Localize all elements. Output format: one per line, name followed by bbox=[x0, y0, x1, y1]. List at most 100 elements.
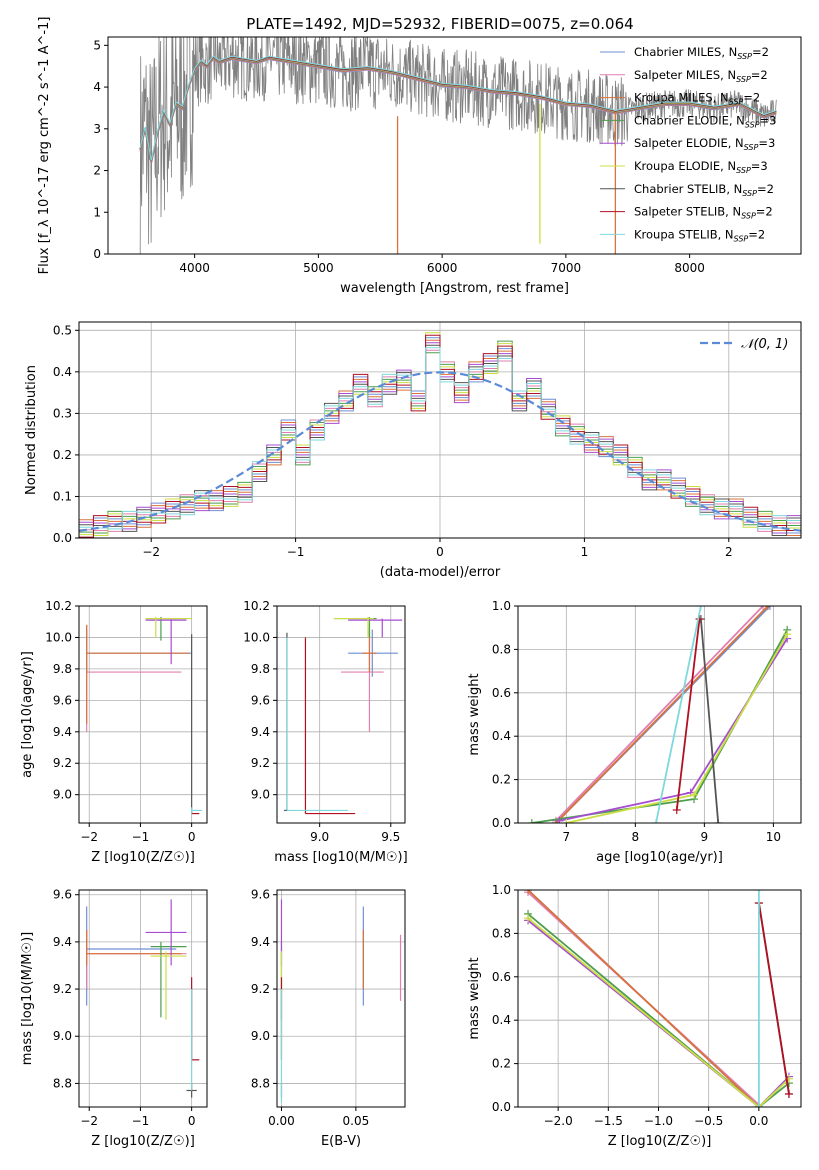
panel-mass_weight_vs_age: 7 8 9 10 0.0 0.2 0.4 0.6 0.8 1.0 age [log10(age/yr… bbox=[467, 599, 802, 865]
y-tick-label: 4 bbox=[93, 80, 101, 94]
y-tick-label: 8.8 bbox=[251, 1076, 270, 1090]
axis-label: mass weight bbox=[467, 673, 482, 755]
y-tick-label: 9.8 bbox=[53, 662, 72, 676]
y-tick-label: 9.0 bbox=[251, 1029, 270, 1043]
axis-label: wavelength [Angstrom, rest frame] bbox=[340, 281, 569, 296]
x-tick-label: 5000 bbox=[303, 261, 334, 275]
legend-label: 𝒩(0, 1) bbox=[741, 337, 788, 352]
x-tick-label: −2.0 bbox=[544, 1114, 573, 1128]
x-tick-label: 8000 bbox=[674, 261, 705, 275]
panel-age_vs_z: −2 −1 0 9.0 9.2 9.4 9.6 9.8 10.0 10.2 Z [log10(Z/Z… bbox=[20, 599, 208, 865]
model-curve-kroupa_stelib bbox=[139, 55, 777, 161]
x-tick-label: −1 bbox=[132, 1114, 150, 1128]
y-tick-label: 9.4 bbox=[251, 725, 270, 739]
panel-age_vs_mass: 9.0 9.5 9.0 9.2 9.4 9.6 9.8 10.0 10.2 mass [log10… bbox=[243, 599, 407, 865]
y-tick-label: 0.4 bbox=[492, 729, 511, 743]
x-tick-label: 0 bbox=[436, 545, 444, 559]
legend-label: Kroupa STELIB, NSSP=2 bbox=[634, 227, 765, 243]
axis-label: mass [log10(M/M☉)] bbox=[20, 932, 35, 1065]
y-tick-label: 9.4 bbox=[53, 935, 72, 949]
y-tick-label: 0.2 bbox=[492, 1057, 511, 1071]
x-tick-label: −1.5 bbox=[594, 1114, 623, 1128]
x-tick-label: −2 bbox=[80, 1114, 98, 1128]
y-tick-label: 9.2 bbox=[53, 982, 72, 996]
weight-line-kroupa_stelib bbox=[655, 606, 702, 823]
legend-label: Salpeter STELIB, NSSP=2 bbox=[634, 205, 773, 221]
weight-line-salpeter_elodie bbox=[559, 638, 788, 822]
y-tick-label: 0.6 bbox=[492, 970, 511, 984]
y-tick-label: 10.0 bbox=[243, 630, 270, 644]
y-tick-label: 0 bbox=[93, 247, 101, 261]
legend: Chabrier MILES, NSSP=2 Salpeter MILES, NS… bbox=[600, 45, 776, 243]
x-tick-label: −1 bbox=[132, 830, 150, 844]
y-tick-label: 9.0 bbox=[53, 1029, 72, 1043]
plot-area bbox=[280, 899, 402, 1103]
plot-area bbox=[527, 606, 792, 823]
y-tick-label: 0.8 bbox=[492, 642, 511, 656]
y-tick-label: 9.2 bbox=[251, 756, 270, 770]
y-tick-label: 0.0 bbox=[492, 816, 511, 830]
x-tick-label: 9.5 bbox=[381, 830, 400, 844]
histogram-kroupa_stelib bbox=[79, 347, 801, 530]
y-tick-label: 0.8 bbox=[492, 926, 511, 940]
axes-frame bbox=[78, 889, 208, 1108]
y-tick-label: 9.6 bbox=[251, 888, 270, 902]
weight-line-chabrier_elodie bbox=[527, 913, 790, 1107]
y-tick-label: 9.2 bbox=[53, 756, 72, 770]
axis-label: Z [log10(Z/Z☉)] bbox=[608, 1134, 712, 1149]
x-tick-label: 0 bbox=[188, 1114, 196, 1128]
y-tick-label: 0.2 bbox=[53, 448, 72, 462]
panel-residuals: −2 −1 0 1 2 0.0 0.1 0.2 0.3 0.4 0.5 (data-model)/er… bbox=[24, 321, 802, 580]
axis-label: mass [log10(M/M☉)] bbox=[274, 850, 407, 865]
x-tick-label: −0.5 bbox=[694, 1114, 723, 1128]
y-tick-label: 10.0 bbox=[45, 630, 72, 644]
plot-area bbox=[86, 617, 202, 815]
y-tick-label: 2 bbox=[93, 164, 101, 178]
weight-line-chabrier_elodie bbox=[531, 629, 788, 823]
y-tick-label: 3 bbox=[93, 122, 101, 136]
y-tick-label: 0.1 bbox=[53, 489, 72, 503]
panel-mass_vs_ebv: 0.00 0.05 8.8 9.0 9.2 9.4 9.6 E(B-V) bbox=[251, 888, 406, 1149]
x-tick-label: 9 bbox=[701, 830, 709, 844]
y-tick-label: 1.0 bbox=[492, 599, 511, 613]
axes-frame bbox=[517, 605, 802, 824]
axis-label: Normed distribution bbox=[24, 365, 39, 495]
gaussian-curve bbox=[79, 371, 801, 532]
axis-label: mass weight bbox=[467, 957, 482, 1039]
x-tick-label: 2 bbox=[725, 545, 733, 559]
y-tick-label: 0.0 bbox=[53, 531, 72, 545]
y-tick-label: 9.2 bbox=[251, 982, 270, 996]
axis-label: Flux [f_λ 10^-17 erg cm^-2 s^-1 A^-1] bbox=[37, 17, 52, 275]
y-tick-label: 0.4 bbox=[53, 365, 72, 379]
weight-line-chabrier_stelib bbox=[700, 618, 720, 823]
x-tick-label: 6000 bbox=[427, 261, 458, 275]
axes-frame bbox=[517, 889, 802, 1108]
y-tick-label: 0.2 bbox=[492, 773, 511, 787]
panel-mass_vs_z: −2 −1 0 8.8 9.0 9.2 9.4 9.6 Z [log10(Z/Z☉)] mass … bbox=[20, 888, 208, 1149]
x-tick-label: 10 bbox=[766, 830, 781, 844]
y-tick-label: 0.5 bbox=[53, 323, 72, 337]
y-tick-label: 9.8 bbox=[251, 662, 270, 676]
y-tick-label: 1.0 bbox=[492, 883, 511, 897]
weight-line-kroupa_elodie bbox=[527, 917, 790, 1107]
data-spectrum bbox=[139, 37, 777, 254]
panel-mass_weight_vs_z: −2.0 −1.5 −1.0 −0.5 0.0 0.0 0.2 0.4 0.6 0.8 1.0 Z [… bbox=[467, 883, 802, 1149]
x-tick-label: 0.0 bbox=[749, 1114, 768, 1128]
x-tick-label: −1 bbox=[287, 545, 305, 559]
weight-line-kroupa_miles bbox=[555, 606, 769, 823]
x-tick-label: 1 bbox=[581, 545, 589, 559]
axis-label: Z [log10(Z/Z☉)] bbox=[91, 850, 195, 865]
y-tick-label: 10.2 bbox=[45, 599, 72, 613]
y-tick-label: 10.2 bbox=[243, 599, 270, 613]
x-tick-label: −2 bbox=[80, 830, 98, 844]
y-tick-label: 0.0 bbox=[492, 1100, 511, 1114]
y-tick-label: 8.8 bbox=[53, 1076, 72, 1090]
weight-line-salpeter_elodie bbox=[527, 919, 790, 1107]
y-tick-label: 9.4 bbox=[251, 935, 270, 949]
x-tick-label: −1.0 bbox=[644, 1114, 673, 1128]
plot-area bbox=[524, 890, 793, 1107]
y-tick-label: 9.4 bbox=[53, 725, 72, 739]
y-tick-label: 0.6 bbox=[492, 686, 511, 700]
axes-frame bbox=[276, 889, 406, 1108]
y-tick-label: 9.6 bbox=[53, 888, 72, 902]
